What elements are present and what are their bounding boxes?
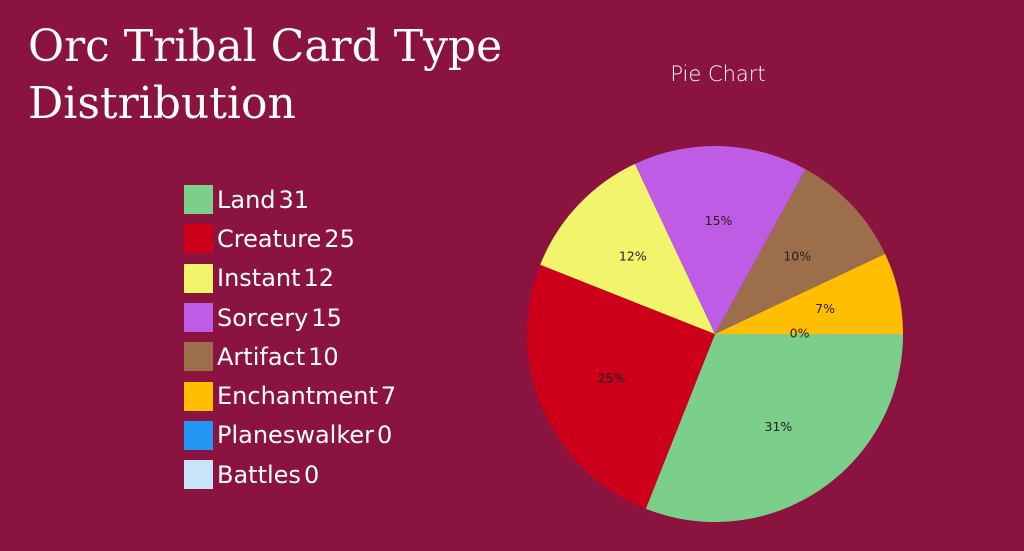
legend-item-planeswalker: Planeswalker 0 xyxy=(184,416,396,455)
legend-value: 0 xyxy=(377,421,393,450)
pie-slice-instant xyxy=(540,163,715,334)
legend-value: 10 xyxy=(308,342,339,371)
legend-label: Battles xyxy=(217,460,301,489)
chart-legend: Land 31 Creature 25 Instant 12 Sorcery 15 Artifa… xyxy=(184,180,396,494)
legend-value: 15 xyxy=(311,303,342,332)
legend-item-artifact: Artifact 10 xyxy=(184,337,396,376)
pie-slice-land xyxy=(645,334,903,522)
legend-value: 25 xyxy=(324,224,355,253)
pie-slice-artifact xyxy=(715,169,886,334)
pie-slice-enchantment xyxy=(715,253,903,334)
legend-label: Instant xyxy=(217,264,301,293)
legend-swatch xyxy=(184,303,213,333)
legend-value: 0 xyxy=(303,460,320,489)
slice-label-instant: 12% xyxy=(619,248,647,263)
legend-value: 31 xyxy=(278,185,310,214)
pie-chart: 31% 25% 12% 15% 10% 7% 0% xyxy=(527,146,903,522)
legend-label: Creature xyxy=(217,224,322,253)
legend-label: Sorcery xyxy=(217,303,309,332)
legend-label: Land xyxy=(217,185,276,214)
legend-swatch xyxy=(184,224,213,254)
legend-value: 7 xyxy=(380,382,397,411)
slice-label-enchantment: 7% xyxy=(815,301,835,316)
legend-item-creature: Creature 25 xyxy=(184,219,396,258)
slice-label-land: 31% xyxy=(765,419,793,434)
legend-item-battles: Battles 0 xyxy=(184,455,396,494)
slice-label-creature: 25% xyxy=(598,370,626,385)
legend-swatch xyxy=(184,460,213,490)
slice-label-planeswalker: 0% xyxy=(790,326,810,341)
slice-label-sorcery: 15% xyxy=(705,213,733,228)
pie-slice-sorcery xyxy=(634,146,806,334)
slice-label-artifact: 10% xyxy=(783,248,811,263)
legend-swatch xyxy=(184,381,213,411)
legend-value: 12 xyxy=(303,264,335,293)
legend-item-enchantment: Enchantment 7 xyxy=(184,376,396,415)
page-title: Orc Tribal Card Type Distribution xyxy=(28,21,503,129)
legend-item-instant: Instant 12 xyxy=(184,259,396,298)
legend-label: Planeswalker xyxy=(217,421,375,450)
legend-swatch xyxy=(184,342,213,372)
legend-label: Artifact xyxy=(217,342,306,371)
legend-swatch xyxy=(184,185,213,215)
legend-swatch xyxy=(184,263,213,293)
chart-title: Pie Chart xyxy=(670,62,766,86)
legend-item-sorcery: Sorcery 15 xyxy=(184,298,396,337)
legend-label: Enchantment xyxy=(217,382,378,411)
legend-item-land: Land 31 xyxy=(184,180,396,219)
legend-swatch xyxy=(184,420,213,450)
pie-slice-creature xyxy=(527,264,715,509)
